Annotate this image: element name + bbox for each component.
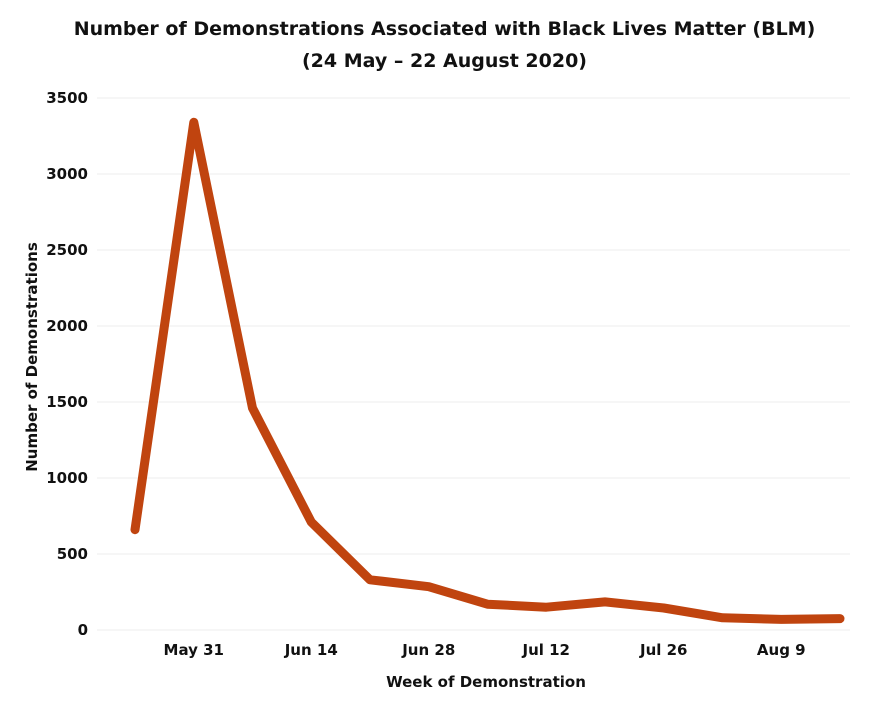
data-point — [839, 618, 841, 620]
y-axis-ticks: 0 500 1000 1500 2000 2500 3000 3500 — [46, 89, 88, 639]
x-tick-label: Aug 9 — [757, 641, 806, 659]
data-point — [252, 407, 253, 409]
data-point — [663, 607, 665, 609]
data-point — [428, 586, 430, 588]
data-point — [604, 601, 606, 603]
y-tick-label: 2500 — [46, 241, 88, 259]
data-point — [780, 618, 782, 620]
y-tick-label: 500 — [57, 545, 88, 563]
x-tick-label: Jun 28 — [401, 641, 455, 659]
y-tick-label: 1500 — [46, 393, 88, 411]
data-point — [722, 617, 723, 619]
chart-subtitle: (24 May – 22 August 2020) — [302, 50, 587, 72]
y-tick-label: 1000 — [46, 469, 88, 487]
x-tick-label: May 31 — [164, 641, 224, 659]
x-axis-ticks: May 31 Jun 14 Jun 28 Jul 12 Jul 26 Aug 9 — [164, 641, 806, 659]
x-tick-label: Jul 26 — [639, 641, 688, 659]
x-tick-label: Jun 14 — [284, 641, 338, 659]
data-point — [369, 579, 371, 581]
series-layer — [130, 117, 845, 624]
x-axis-label: Week of Demonstration — [386, 673, 586, 691]
y-tick-label: 3000 — [46, 165, 88, 183]
data-point — [487, 603, 488, 605]
y-tick-label: 0 — [78, 621, 88, 639]
y-tick-label: 3500 — [46, 89, 88, 107]
data-point — [545, 606, 547, 608]
series-line-demonstrations — [130, 117, 845, 624]
gridlines — [97, 97, 850, 631]
y-axis-label: Number of Demonstrations — [23, 242, 41, 472]
chart-title: Number of Demonstrations Associated with… — [73, 18, 816, 40]
data-point — [134, 529, 136, 531]
data-point — [193, 121, 195, 123]
x-tick-label: Jul 12 — [522, 641, 571, 659]
data-point — [310, 521, 312, 523]
y-tick-label: 2000 — [46, 317, 88, 335]
